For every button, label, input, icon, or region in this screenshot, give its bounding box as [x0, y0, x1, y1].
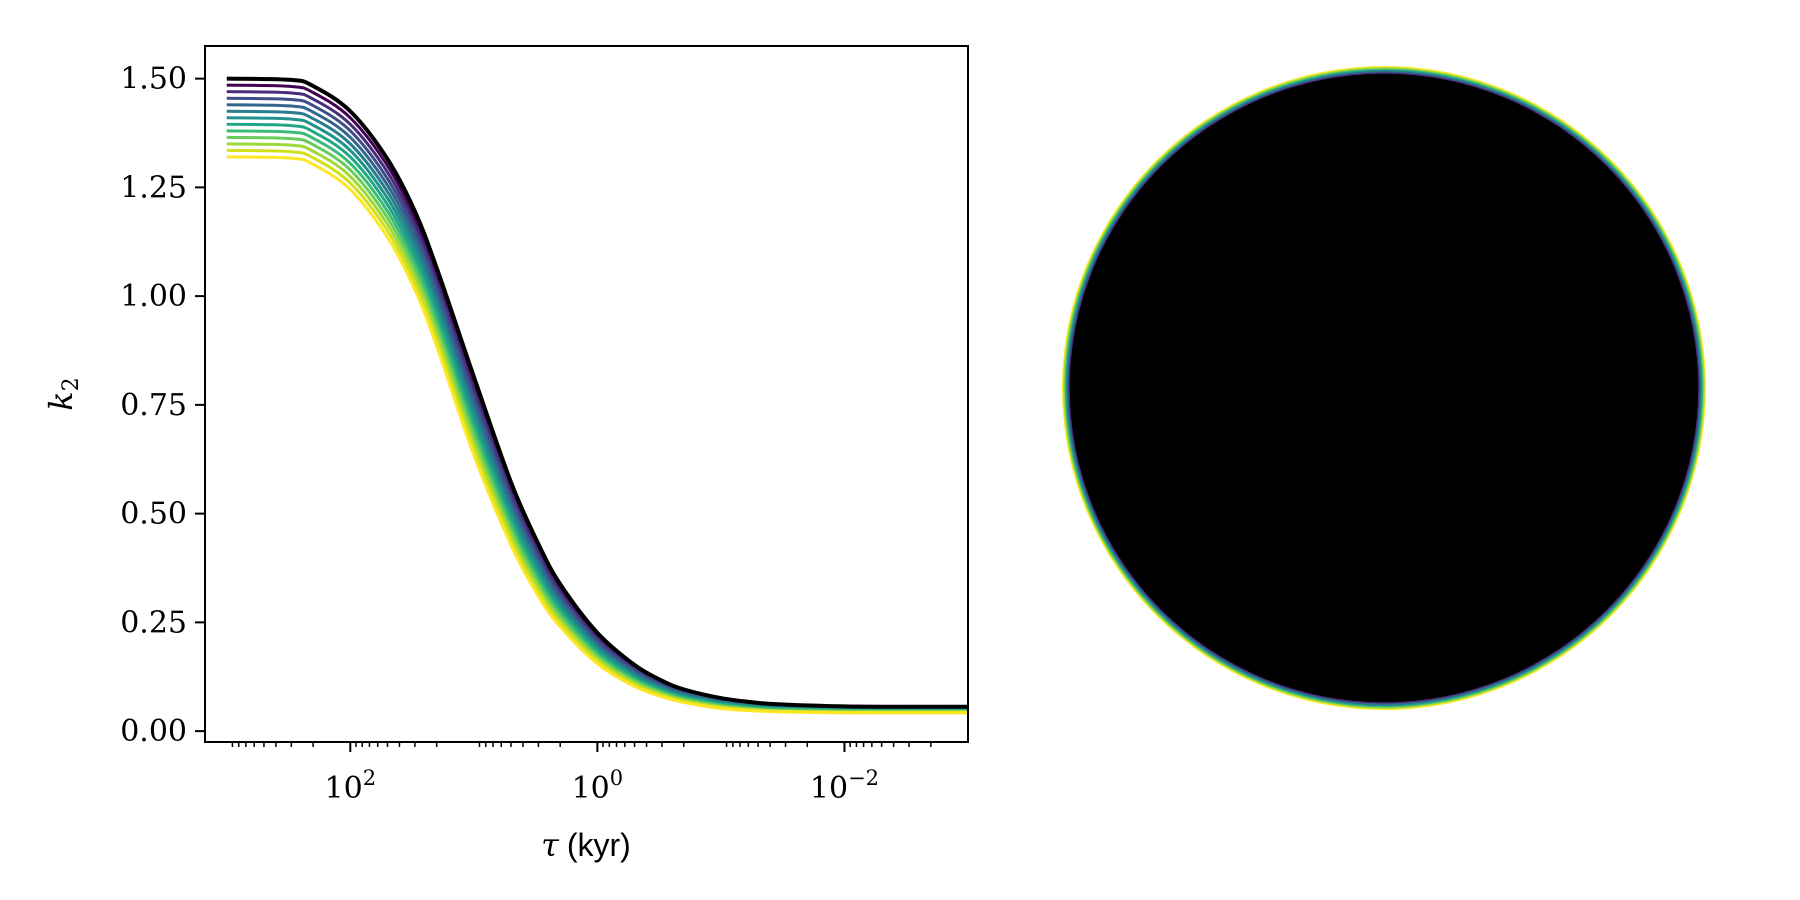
- series-line-1: [226, 90, 969, 710]
- k2-line-chart: 102 100 10−2 0.000.250.500.751.001.251.50 …: [42, 45, 969, 864]
- series-line-7: [226, 129, 969, 713]
- series-line-12: [226, 76, 969, 709]
- series-line-3: [226, 103, 969, 711]
- series-line-2: [226, 96, 969, 711]
- series-line-9: [226, 142, 968, 714]
- x-tick-label-2: 10−2: [810, 766, 879, 806]
- x-tick-label-1: 100: [572, 766, 624, 806]
- y-axis-label: k2: [42, 377, 84, 410]
- series-line-8: [226, 135, 968, 714]
- x-ticks: 102 100 10−2: [231, 742, 932, 806]
- plot-frame: [204, 45, 969, 743]
- y-ticks: 0.00 0.25 0.50 0.75 1.00 1.25 1.50: [120, 62, 205, 749]
- y-tick-label-6: 1.50: [120, 62, 187, 97]
- series-line-10: [226, 148, 968, 714]
- series-layer: [226, 76, 969, 715]
- y-tick-label-1: 0.25: [120, 605, 187, 640]
- x-tick-label-0: 102: [325, 766, 377, 806]
- series-line-5: [226, 116, 968, 712]
- y-tick-label-0: 0.00: [120, 714, 187, 749]
- disk-ring-6: [1069, 73, 1699, 703]
- y-tick-label-2: 0.50: [120, 497, 187, 532]
- concentric-disk: [1062, 66, 1706, 710]
- y-tick-label-3: 0.75: [120, 388, 187, 423]
- y-tick-label-5: 1.25: [120, 170, 187, 205]
- y-tick-label-4: 1.00: [120, 279, 187, 314]
- series-line-4: [226, 109, 968, 711]
- x-axis-label: τ (kyr): [541, 826, 631, 864]
- series-line-6: [226, 122, 969, 713]
- series-line-11: [226, 155, 968, 715]
